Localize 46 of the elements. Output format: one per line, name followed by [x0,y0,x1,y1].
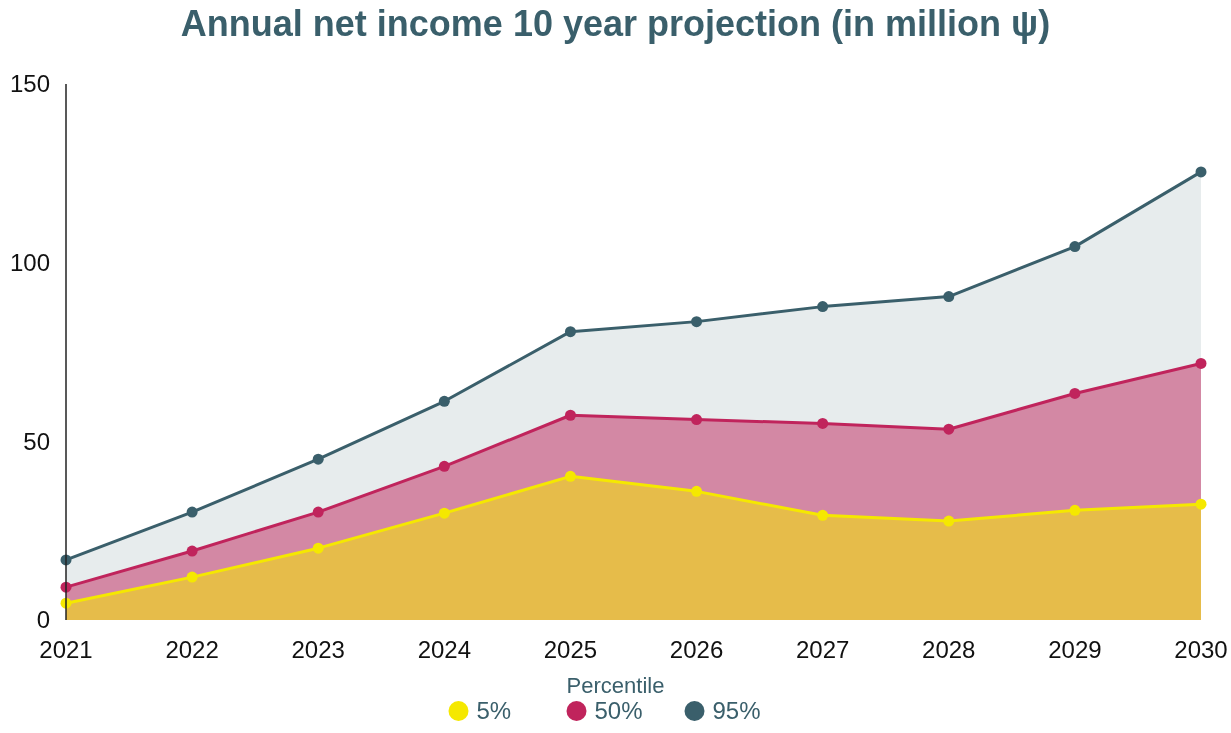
x-tick-label: 2021 [39,636,93,663]
point [691,414,703,426]
point [817,509,829,521]
legend-label: 5% [476,697,512,724]
legend-title: Percentile [566,673,665,698]
point [438,395,450,407]
point [943,291,955,303]
point [438,460,450,472]
x-tick-label: 2022 [165,636,219,663]
x-tick-label: 2027 [795,636,850,663]
point [438,507,450,519]
x-tick-label: 2029 [1048,636,1102,663]
point [943,515,955,527]
chart-title: Annual net income 10 year projection (in million ψ) [180,3,1051,44]
point [312,453,324,465]
x-tick-label: 2024 [417,636,472,663]
point [817,301,829,313]
x-tick-label: 2023 [291,636,345,663]
point [564,409,576,421]
point [564,326,576,338]
x-tick-label: 2025 [543,636,598,663]
legend-label: 50% [594,697,643,724]
y-tick-label: 50 [23,427,50,455]
point [1195,357,1207,369]
point [564,470,576,482]
point [817,417,829,429]
point [691,485,703,497]
point [312,542,324,554]
y-tick-label: 150 [9,70,50,98]
y-tick-label: 100 [9,249,50,277]
x-tick-label: 2026 [669,636,724,663]
y-tick-label: 0 [36,606,50,634]
point [1195,498,1207,510]
x-tick-label: 2030 [1174,636,1228,663]
point [186,571,198,583]
point [186,545,198,557]
point [1069,504,1081,516]
point [943,423,955,435]
x-tick-label: 2028 [922,636,976,663]
point [312,506,324,518]
point [1069,241,1081,253]
point [1195,166,1207,178]
legend-label: 95% [712,697,761,724]
point [1069,387,1081,399]
point [691,316,703,328]
point [186,506,198,518]
